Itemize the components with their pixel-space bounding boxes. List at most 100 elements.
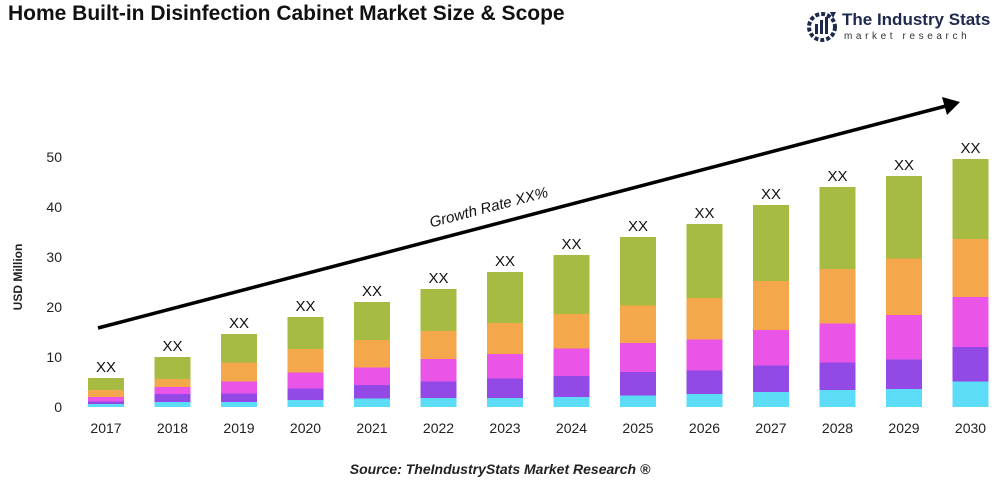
bar-segment-2017-s4: [88, 378, 124, 390]
bar-segment-2030-s4: [952, 159, 989, 239]
bar-segment-2023-s3: [487, 323, 523, 354]
bar-segment-2028-s0: [819, 390, 856, 407]
bar-segment-2025-s1: [620, 372, 656, 396]
bar-segment-2025-s4: [620, 237, 656, 306]
bar-segment-2026-s4: [686, 224, 723, 298]
bar-segment-2027-s4: [753, 205, 789, 281]
bar-segment-2028-s4: [819, 187, 856, 269]
bar-segment-2019-s1: [221, 393, 257, 402]
bar-segment-2021-s4: [354, 302, 390, 340]
growth-arrow-line: [97, 104, 947, 330]
bar-segment-2018-s4: [154, 357, 191, 379]
bar-segment-2023-s0: [487, 398, 523, 407]
bar-segment-2019-s3: [221, 362, 257, 382]
data-label: XX: [761, 186, 781, 203]
data-label: XX: [295, 298, 315, 315]
bar-segment-2030-s0: [952, 381, 989, 407]
x-tick-label: 2020: [290, 420, 321, 436]
data-label: XX: [628, 218, 648, 235]
y-tick-label: 30: [46, 249, 62, 265]
bar-segment-2029-s4: [886, 176, 922, 259]
x-tick-label: 2019: [223, 420, 254, 436]
bar-segment-2017-s1: [88, 401, 124, 404]
bar-segment-2030-s1: [952, 347, 989, 382]
bar-segment-2023-s1: [487, 378, 523, 398]
bar-segment-2018-s0: [154, 402, 191, 407]
bar-segment-2022-s2: [420, 359, 457, 382]
x-tick-label: 2028: [822, 420, 853, 436]
bar-segment-2029-s1: [886, 359, 922, 389]
bar-segment-2024-s2: [553, 348, 590, 376]
bar-segment-2019-s0: [221, 402, 257, 407]
bar-segment-2029-s2: [886, 315, 922, 360]
logo-tagline: market research: [844, 31, 971, 42]
y-axis-label: USD Million: [11, 244, 25, 311]
bar-segment-2026-s1: [686, 370, 723, 394]
bar-segment-2021-s1: [354, 385, 390, 399]
bar-segment-2020-s3: [287, 349, 324, 373]
data-label: XX: [827, 168, 847, 185]
y-tick-label: 0: [54, 399, 62, 415]
data-label: XX: [960, 140, 980, 157]
bar-segment-2026-s2: [686, 339, 723, 371]
data-label: XX: [894, 157, 914, 174]
data-label: XX: [694, 205, 714, 222]
bar-segment-2027-s0: [753, 392, 789, 407]
x-tick-label: 2021: [356, 420, 387, 436]
bar-segment-2030-s3: [952, 239, 989, 297]
x-tick-label: 2026: [689, 420, 720, 436]
bar-segment-2022-s4: [420, 289, 457, 331]
x-tick-label: 2025: [622, 420, 653, 436]
bar-segment-2027-s1: [753, 365, 789, 392]
bar-segment-2028-s1: [819, 362, 856, 390]
bar-segment-2020-s4: [287, 317, 324, 349]
bar-segment-2028-s2: [819, 323, 856, 363]
bar-segment-2030-s2: [952, 297, 989, 347]
data-label: XX: [561, 236, 581, 253]
bar-segment-2022-s0: [420, 398, 457, 407]
data-label: XX: [495, 253, 515, 270]
x-tick-label: 2018: [157, 420, 188, 436]
gear-chart-icon: [807, 12, 837, 42]
data-label: XX: [428, 270, 448, 287]
y-tick-label: 50: [46, 149, 62, 165]
bar-segment-2027-s2: [753, 330, 789, 366]
bar-segment-2029-s3: [886, 258, 922, 315]
bar-segment-2022-s1: [420, 381, 457, 398]
bar-segment-2019-s2: [221, 381, 257, 394]
data-label: XX: [96, 359, 116, 376]
bar-segment-2021-s3: [354, 340, 390, 368]
bar-segment-2026-s3: [686, 298, 723, 340]
bar-segment-2017-s0: [88, 404, 124, 407]
bar-segment-2026-s0: [686, 394, 723, 407]
bar-segment-2018-s2: [154, 387, 191, 394]
bar-segment-2020-s2: [287, 372, 324, 389]
bar-segment-2023-s4: [487, 272, 523, 323]
x-tick-label: 2022: [423, 420, 454, 436]
bar-segment-2028-s3: [819, 269, 856, 324]
x-tick-label: 2027: [755, 420, 786, 436]
bar-segment-2027-s3: [753, 281, 789, 330]
x-tick-label: 2017: [90, 420, 121, 436]
bar-segment-2023-s2: [487, 354, 523, 379]
page-title: Home Built-in Disinfection Cabinet Marke…: [8, 2, 565, 25]
bar-segment-2024-s3: [553, 314, 590, 349]
x-tick-label: 2024: [556, 420, 587, 436]
data-label: XX: [162, 338, 182, 355]
source-note: Source: TheIndustryStats Market Research…: [349, 461, 651, 477]
bar-segment-2022-s3: [420, 331, 457, 359]
data-label: XX: [362, 283, 382, 300]
bar-segment-2017-s2: [88, 397, 124, 402]
data-label: XX: [229, 315, 249, 332]
logo: The Industry Stats market research: [806, 8, 998, 50]
bar-segment-2020-s1: [287, 388, 324, 400]
y-tick-label: 40: [46, 199, 62, 215]
bar-segment-2024-s1: [553, 376, 590, 397]
bar-segment-2025-s0: [620, 395, 656, 407]
bar-segment-2018-s1: [154, 394, 191, 402]
bar-segment-2025-s3: [620, 305, 656, 343]
bar-segment-2020-s0: [287, 400, 324, 407]
bar-segment-2018-s3: [154, 379, 191, 387]
logo-name: The Industry Stats: [842, 10, 991, 29]
